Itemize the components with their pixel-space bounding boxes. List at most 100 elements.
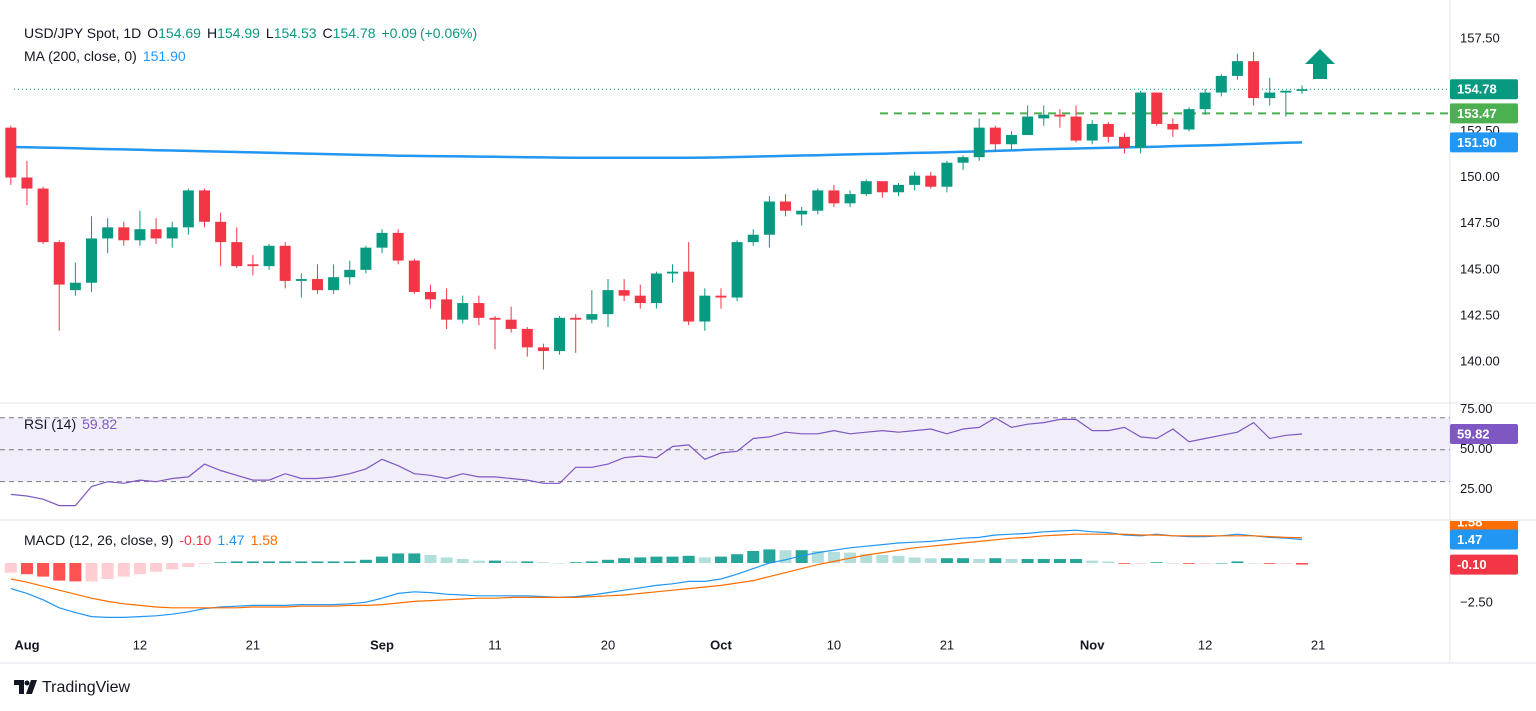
macd-histogram-bar [860,554,873,563]
macd-histogram-bar [763,549,776,563]
change: +0.09 [381,25,417,41]
ohlc-label: H [206,25,218,41]
macd-histogram-bar [1037,559,1050,563]
macd-histogram-bar [1199,563,1212,564]
macd-histogram-bar [940,558,953,563]
candle-body [699,295,711,322]
macd-histogram-bar [1053,559,1066,563]
brand-logo: TradingView [14,679,130,696]
candle-body [344,269,356,278]
macd-histogram-bar [101,563,114,579]
candle-body [134,229,146,241]
candle-body [521,328,533,348]
macd-histogram-bar [1021,559,1034,563]
y-tick-label: −2.50 [1460,594,1493,609]
macd-histogram-bar [731,554,744,563]
ma-legend: MA (200, close, 0) 151.90 [24,48,186,64]
y-tick-label: 147.50 [1460,215,1500,230]
price-badge-label: 153.47 [1457,106,1497,121]
candle-body [69,282,81,291]
macd-histogram-bar [311,561,324,563]
ohlc-item: O154.69 [147,25,201,41]
candle-body [893,184,905,193]
x-tick-label: 12 [1198,637,1212,652]
candle-body [102,227,114,239]
macd-histogram-bar [827,551,840,563]
candle-body [328,277,340,291]
change-percent: (+0.06%) [419,25,478,41]
macd-histogram-bar [1005,559,1018,563]
ohlc-label: C [322,25,333,41]
line-series [10,417,1303,507]
macd-histogram-bar [263,561,276,563]
macd-legend: MACD (12, 26, close, 9) -0.10 1.47 1.58 [24,532,278,548]
candle-body [1102,123,1114,137]
y-tick-label: 157.50 [1460,30,1500,45]
macd-histogram-bar [1166,563,1179,564]
macd-histogram-bar [295,561,308,563]
x-tick-label: Sep [370,637,394,652]
macd-histogram-bar [85,563,98,582]
y-tick-label: 145.00 [1460,261,1500,276]
candle-body [1005,135,1017,145]
candle-body [973,127,985,158]
macd-histogram-bar [747,551,760,563]
macd-histogram-bar [343,561,356,563]
line-series [10,529,1303,618]
ohlc-value: 154.99 [217,25,260,41]
macd-histogram-bar [714,556,727,563]
candle-body [376,232,388,248]
x-tick-label: 11 [488,637,502,652]
candle-body [634,295,646,304]
macd-histogram-bar [585,561,598,563]
candle-body [1264,92,1276,99]
price-badge-label: 1.58 [1457,514,1482,529]
macd-histogram-bar [1134,563,1147,564]
macd-histogram-bar [489,560,502,563]
logo-icon [14,680,37,694]
candle-body [925,175,937,187]
macd-histogram-bar [20,563,33,575]
candle-body [424,291,436,300]
macd-histogram-bar [957,558,970,563]
candle-body [844,194,856,204]
candle-body [1231,61,1243,76]
macd-histogram-bar [601,559,614,563]
candle-body [408,260,420,292]
candle-body [182,190,194,228]
x-tick-label: Nov [1080,637,1105,652]
candle-body [989,127,1001,145]
x-tick-label: 10 [827,637,841,652]
macd-histogram-bar [279,561,292,563]
macd-histogram-bar [182,563,195,567]
ohlc-item: C154.78 [323,25,376,41]
candle-body [941,162,953,187]
macd-histogram-bar [1118,563,1131,564]
line-series [10,533,1303,609]
candle-body [876,181,888,193]
candle-body [1248,61,1260,99]
candle-body [441,299,453,320]
macd-histogram-bar [908,557,921,563]
macd-histogram-bar [472,560,485,563]
macd-histogram-bar [214,562,227,563]
macd-histogram-bar [327,561,340,563]
macd-histogram-bar [698,557,711,563]
candle-body [1167,123,1179,130]
x-tick-label: Aug [14,637,39,652]
candle-body [618,290,630,296]
candle-body [1054,114,1066,117]
ohlc-label: O [147,25,159,41]
logo-dot [24,680,30,686]
candle-body [215,221,227,243]
candle-body [1151,92,1163,124]
candle-body [489,317,501,320]
rsi-title: RSI (14) [24,416,77,432]
macd-histogram-bar [440,557,453,563]
macd-histogram-bar [1231,561,1244,563]
candle-body [21,177,33,189]
y-tick-label: 50.00 [1460,441,1493,456]
symbol-title: USD/JPY Spot, 1D [24,25,142,41]
candle-body [198,190,210,222]
candle-body [763,201,775,235]
